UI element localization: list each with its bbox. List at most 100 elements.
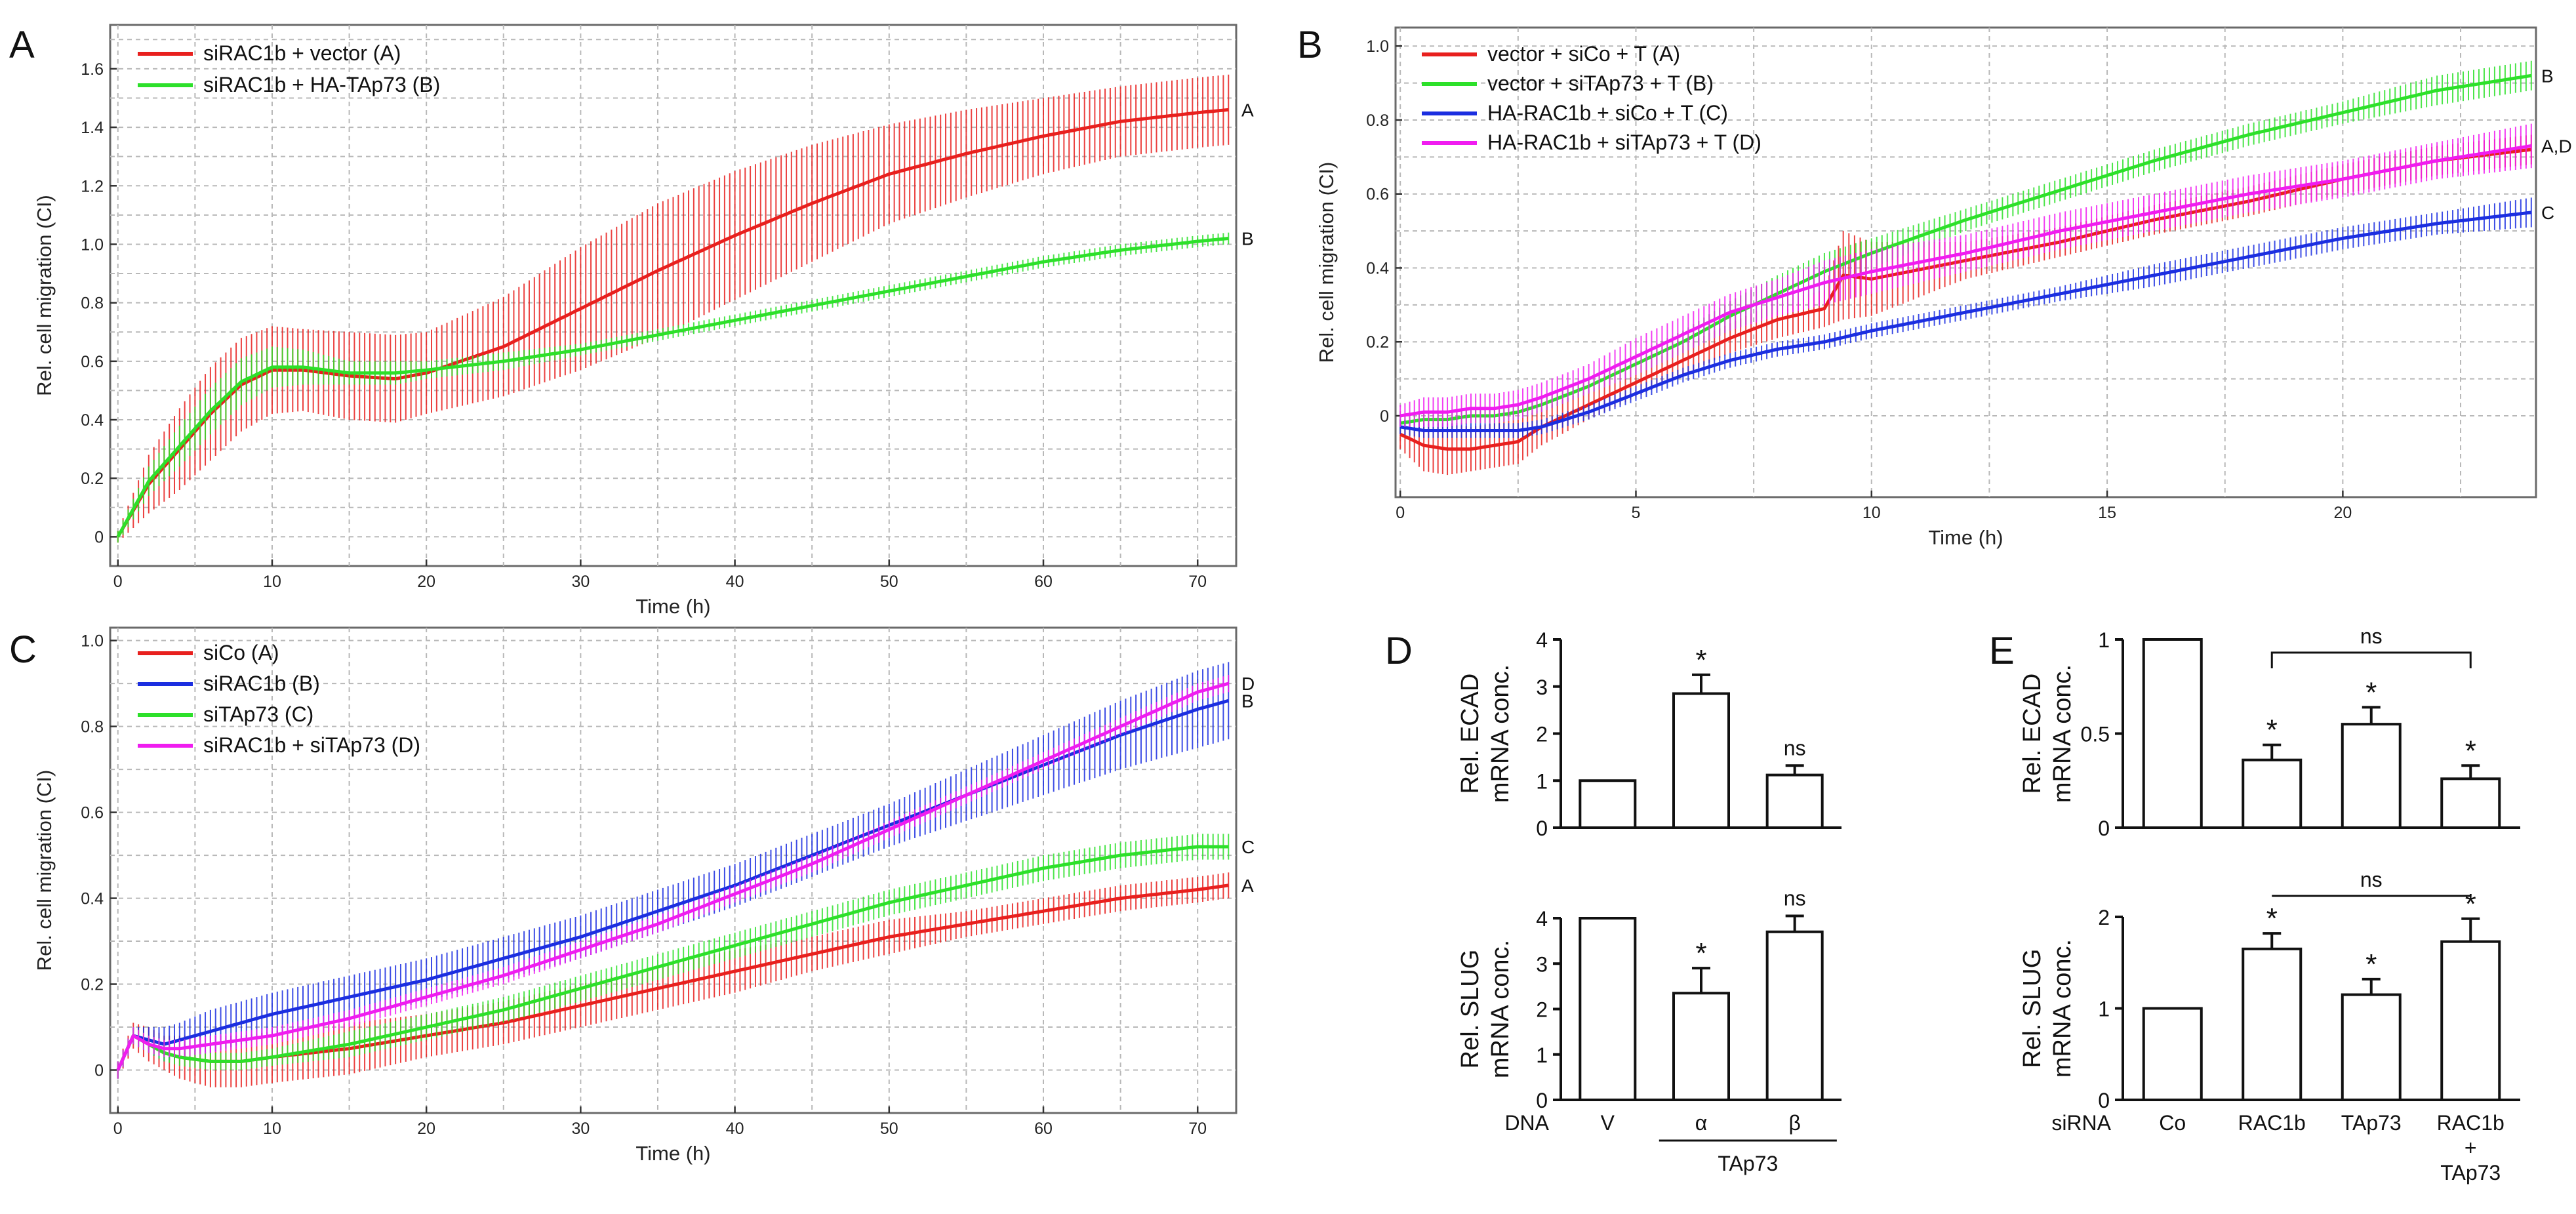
line-chart-panel-c: 0 10 20 30 40 50 60 70 0 0.2 0.4 0.6 0.8 1.0 Time (h) R… [9,626,1255,1165]
x-axis-label: Time (h) [635,1142,710,1165]
y-tick-label: 1.4 [81,119,104,137]
x-tick-label: 10 [263,573,281,591]
x-tick-label: 70 [1188,573,1207,591]
series-sirac1b-vector-a [116,74,1230,543]
category-label: TAp73 [2341,1111,2402,1135]
line-chart-panel-b: 0 5 10 15 20 0 0.2 0.4 0.6 0.8 1.0 Time (h) Rel. cel… [1297,24,2572,549]
legend-entry: siRAC1b + HA-TAp73 (B) [203,73,440,96]
y-axis-label-line: Rel. ECAD [1457,674,1484,794]
series-line [1399,73,2532,425]
x-tick-label: 70 [1188,1120,1207,1138]
bar-rac1b [2242,947,2303,1101]
significance-marker: * [1695,937,1706,969]
x-tick-label: 40 [726,573,744,591]
y-tick-label: 0.6 [81,353,104,371]
bar-rac1b [2242,758,2303,830]
y-axis-label-line: mRNA conc. [2049,664,2076,803]
y-tick-label: 0.6 [81,804,104,822]
x-tick-label: 0 [113,573,123,591]
series-sirac1b-ha-tap73-b [116,232,1230,543]
category-label: TAp73 [2440,1161,2501,1184]
row-label: siRNA [2051,1111,2111,1135]
bar-tap73 [2341,993,2402,1101]
bar-v [1579,917,1637,1101]
x-tick-label: 50 [880,573,898,591]
series-end-label: B [2541,66,2554,86]
series-end-label: D [1241,674,1255,694]
y-tick-label: 0.4 [81,411,104,430]
category-label: + [2465,1136,2477,1160]
y-tick-label: 1 [2098,998,2110,1021]
category-label: RAC1b [2238,1111,2306,1135]
y-tick-label: 0 [94,1062,104,1080]
y-tick-label: 0.2 [81,976,104,994]
series-end-label: A [1241,100,1254,120]
category-label: RAC1b [2437,1111,2505,1135]
y-tick-label: 0 [94,528,104,546]
x-tick-label: 0 [113,1120,123,1138]
y-tick-label: 0.2 [1366,333,1389,352]
significance-marker: * [1695,644,1706,676]
y-tick-label: 0.6 [1366,186,1389,204]
y-tick-label: 1.0 [81,632,104,651]
y-tick-label: 2 [2098,906,2110,929]
ns-marker: ns [1784,736,1806,759]
bar-chart-panel-e-bottom: 0 1 2 Rel. SLUG mRNA conc. * * * Co RAC1b TAp73 RAC… [2019,868,2520,1184]
y-axis-label: Rel. SLUG mRNA conc. [1457,940,1514,1078]
panel-label-a: A [9,24,35,66]
y-tick-label: 0 [1380,407,1389,426]
series-end-label: B [1241,229,1254,249]
bar-co [2142,1007,2203,1101]
x-tick-label: 20 [417,573,435,591]
y-tick-label: 0.8 [1366,111,1389,130]
category-label: β [1788,1111,1800,1135]
significance-marker: * [2465,735,2476,767]
panel-label-b: B [1297,24,1323,66]
legend-entry: HA-RAC1b + siCo + T (C) [1487,101,1728,125]
x-tick-label: 0 [1396,504,1405,522]
series-line [116,681,1229,1071]
legend-entry: siRAC1b (B) [203,672,320,695]
y-tick-label: 1.2 [81,177,104,195]
series-sitap73-c [116,834,1230,1079]
significance-marker: * [2266,902,2278,935]
y-tick-label: 0 [1536,1089,1548,1112]
bar-rac1b-tap73 [2440,777,2501,830]
series-end-label: A [1241,876,1254,896]
series-line [1399,211,2532,432]
bar-chart-panel-e-top: 0 0.5 1 Rel. ECAD mRNA conc. * * * ns E [1989,624,2520,840]
category-label: α [1695,1111,1708,1135]
significance-marker: * [2266,714,2278,746]
y-tick-label: 0 [1536,817,1548,840]
y-tick-label: 1 [1536,769,1548,793]
series-line [116,237,1229,538]
x-tick-label: 20 [417,1120,435,1138]
y-axis-label: Rel. ECAD mRNA conc. [1457,664,1514,803]
y-tick-label: 1 [1536,1043,1548,1067]
y-axis-label: Rel. SLUG mRNA conc. [2019,939,2076,1078]
y-axis-label-line: mRNA conc. [1487,664,1514,803]
bar- [1765,930,1824,1102]
bar-chart-panel-d-top: 0 1 2 3 4 Rel. ECAD mRNA conc. * ns D [1385,628,1841,840]
panel-label-c: C [9,628,37,671]
legend-entry: HA-RAC1b + siTAp73 + T (D) [1487,131,1761,154]
significance-marker: * [2365,948,2377,981]
series-end-label: C [2541,203,2554,223]
series-end-label: C [1241,837,1255,857]
x-tick-label: 60 [1034,1120,1053,1138]
y-tick-label: 0 [2098,1089,2110,1112]
series-line [1399,144,2532,418]
legend-entry: siCo (A) [203,641,279,664]
x-tick-label: 50 [880,1120,898,1138]
y-tick-label: 0.8 [81,294,104,313]
bar-rac1b-tap73 [2440,940,2501,1102]
y-axis-label: Rel. cell migration (CI) [1315,162,1338,363]
panel-label-e: E [1989,630,2015,672]
significance-marker: * [2465,888,2476,920]
legend-entry: siRAC1b + siTAp73 (D) [203,733,420,757]
y-tick-label: 0.2 [81,470,104,488]
x-tick-label: 5 [1632,504,1641,522]
y-tick-label: 3 [1536,952,1548,976]
series-line [116,845,1229,1071]
legend-entry: vector + siCo + T (A) [1487,42,1680,66]
